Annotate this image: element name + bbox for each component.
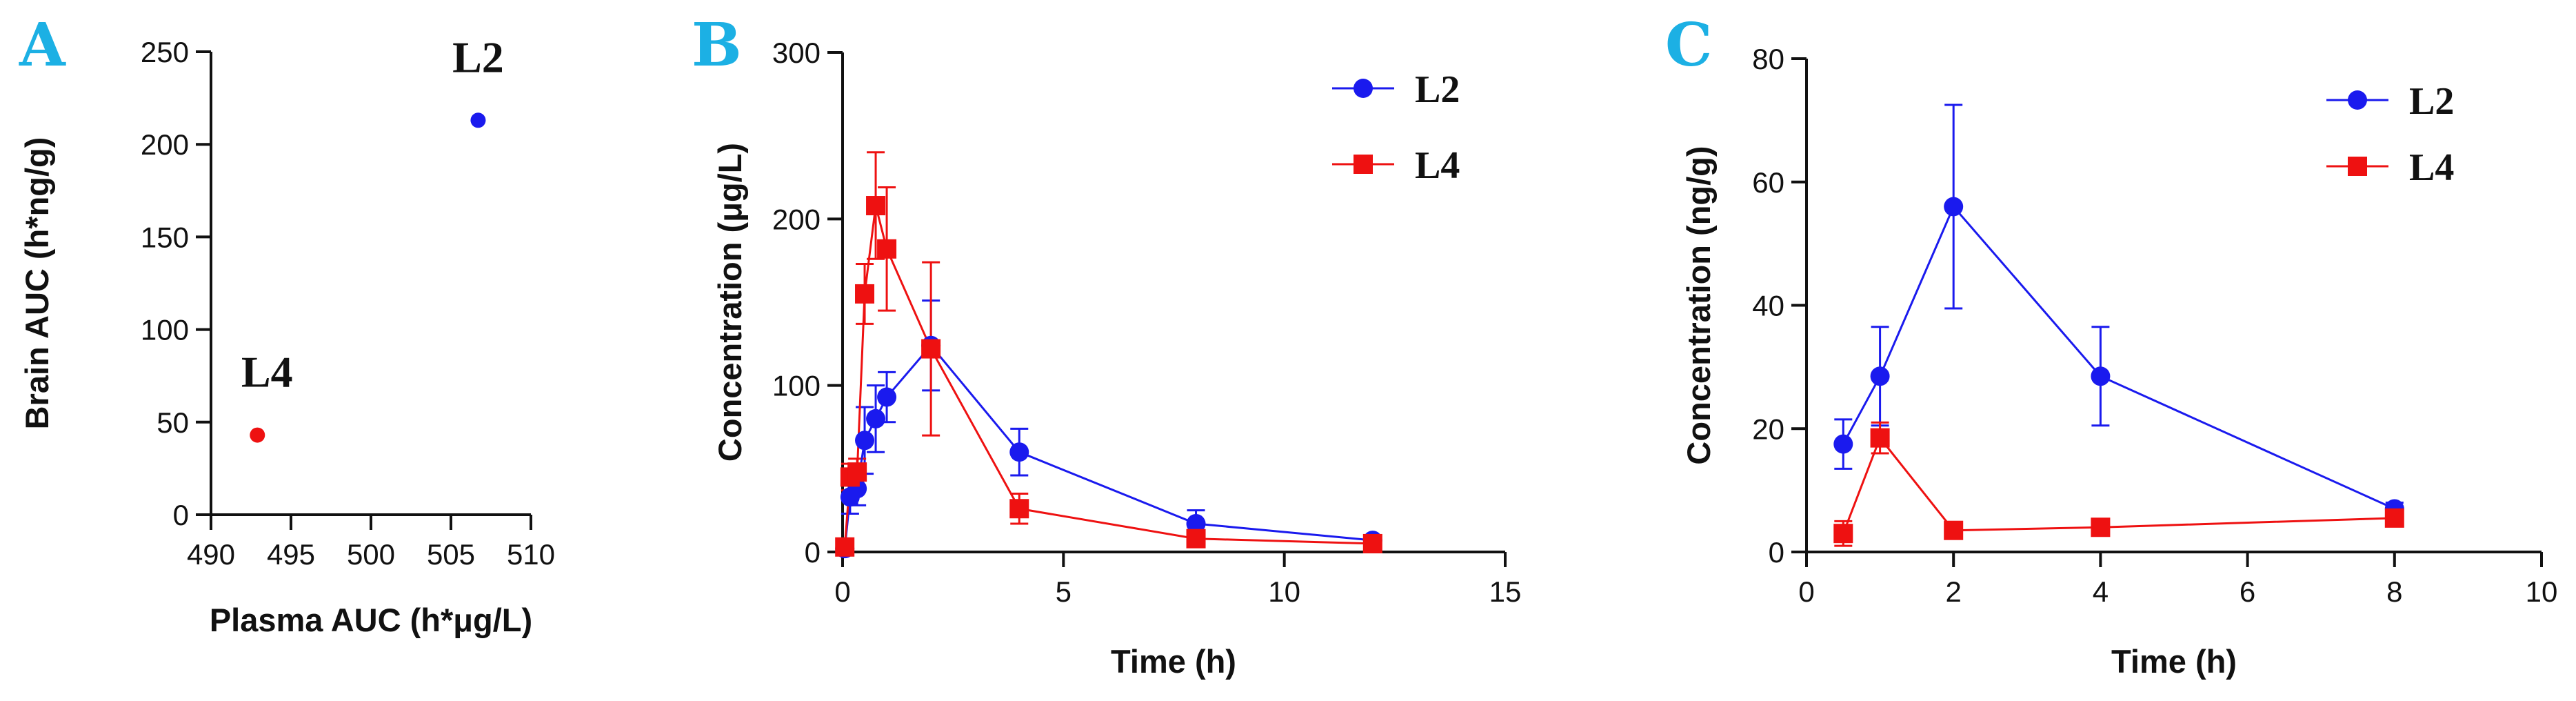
panel-b-marker-l2 bbox=[1186, 513, 1206, 533]
panel-a-y-tick-label: 0 bbox=[173, 499, 189, 531]
panel-b-marker-l4 bbox=[835, 537, 855, 557]
panel-b-series-line-l4 bbox=[843, 205, 1373, 547]
panel-b-x-axis-label: Time (h) bbox=[1111, 643, 1236, 680]
panel-c-marker-l4 bbox=[2384, 508, 2404, 528]
panel-a-x-tick-label: 490 bbox=[187, 538, 235, 571]
panel-a-y-tick-label: 250 bbox=[141, 36, 189, 68]
panel-c-y-tick-label: 20 bbox=[1752, 413, 1784, 445]
panel-b-marker-l4 bbox=[877, 239, 897, 259]
panel-b-marker-l4 bbox=[1186, 529, 1206, 549]
panel-a-x-tick-label: 495 bbox=[267, 538, 315, 571]
panel-b-y-tick-label: 200 bbox=[772, 203, 821, 235]
panel-b-legend-marker-l2 bbox=[1354, 79, 1373, 98]
panel-b-legend-label-l4: L4 bbox=[1415, 144, 1460, 187]
panel-a-y-tick-label: 50 bbox=[157, 406, 189, 439]
panel-b-letter: B bbox=[692, 10, 742, 80]
panel-c-series-line-l4 bbox=[1842, 435, 2395, 534]
panel-c-x-axis-label: Time (h) bbox=[2111, 643, 2237, 680]
panel-a-x-tick-label: 510 bbox=[507, 538, 555, 571]
panel-a-point-label-l2: L2 bbox=[452, 32, 504, 81]
panel-c-legend-marker-l4 bbox=[2348, 157, 2367, 176]
panel-c-x-tick-label: 8 bbox=[2386, 575, 2402, 608]
panel-a-letter: A bbox=[19, 10, 66, 80]
panel-b-marker-l4 bbox=[855, 284, 875, 304]
panel-b-y-tick-label: 0 bbox=[805, 536, 821, 569]
panel-c-legend-label-l4: L4 bbox=[2409, 146, 2454, 189]
panel-b-x-tick-label: 5 bbox=[1056, 575, 1071, 608]
panel-b-legend-marker-l4 bbox=[1354, 155, 1373, 174]
panel-b-marker-l4 bbox=[1009, 499, 1029, 519]
panel-c-marker-l2 bbox=[1870, 366, 1890, 386]
panel-b-x-tick-label: 15 bbox=[1489, 575, 1522, 608]
panel-b-marker-l2 bbox=[866, 408, 886, 428]
panel-c-x-tick-label: 2 bbox=[1946, 575, 1962, 608]
panel-b-marker-l2 bbox=[855, 431, 875, 451]
panel-b-marker-l4 bbox=[1362, 533, 1382, 553]
panel-b-y-tick-label: 300 bbox=[772, 37, 821, 69]
panel-a-y-tick-label: 200 bbox=[141, 128, 189, 161]
panel-a-point-l2 bbox=[470, 112, 486, 128]
panel-c-marker-l4 bbox=[2091, 517, 2111, 537]
panel-a-x-tick-label: 500 bbox=[347, 538, 395, 571]
panel-b-marker-l2 bbox=[877, 387, 897, 407]
panel-a-y-axis-label: Brain AUC (h*ng/g) bbox=[19, 137, 55, 430]
panel-c-x-tick-label: 0 bbox=[1798, 575, 1814, 608]
panel-c-legend-marker-l2 bbox=[2348, 90, 2367, 110]
panel-b: B 0 100 200 300 0 5 10 15 Time (h) Concentration (… bbox=[692, 10, 1521, 680]
panel-c-marker-l4 bbox=[1870, 428, 1890, 448]
panel-a-point-l4 bbox=[250, 427, 265, 443]
panel-c-marker-l2 bbox=[2091, 366, 2111, 386]
panel-b-y-axis-label: Concentration (μg/L) bbox=[712, 143, 748, 462]
panel-a-point-label-l4: L4 bbox=[241, 348, 293, 397]
panel-c-legend-label-l2: L2 bbox=[2409, 80, 2454, 123]
panel-b-series-line-l2 bbox=[843, 344, 1373, 549]
panel-a-y-tick-label: 150 bbox=[141, 221, 189, 253]
panel-a: A 0 50 100 150 200 250 490 495 500 505 510 Plasma AU… bbox=[19, 10, 555, 638]
panel-c-marker-l2 bbox=[1833, 434, 1853, 454]
panel-c-x-tick-label: 6 bbox=[2240, 575, 2255, 608]
panel-b-marker-l4 bbox=[847, 462, 867, 482]
panel-c-y-tick-label: 40 bbox=[1752, 290, 1784, 322]
panel-c-letter: C bbox=[1665, 10, 1712, 80]
panel-b-legend-label-l2: L2 bbox=[1415, 68, 1460, 111]
panel-a-y-tick-label: 100 bbox=[141, 314, 189, 346]
panel-c-y-tick-label: 60 bbox=[1752, 166, 1784, 199]
panel-b-marker-l2 bbox=[1009, 442, 1029, 462]
panel-c: C 0 20 40 60 80 0 2 4 6 8 10 Time (h) Concentration (… bbox=[1665, 10, 2557, 680]
panel-c-y-tick-label: 80 bbox=[1752, 43, 1784, 75]
panel-b-x-tick-label: 10 bbox=[1268, 575, 1300, 608]
panel-c-x-tick-label: 4 bbox=[2093, 575, 2109, 608]
panel-c-y-axis-label: Concentration (ng/g) bbox=[1680, 146, 1717, 464]
panel-c-marker-l4 bbox=[1944, 520, 1964, 540]
panel-a-x-axis-label: Plasma AUC (h*μg/L) bbox=[210, 602, 532, 638]
panel-a-x-tick-label: 505 bbox=[427, 538, 475, 571]
panel-c-marker-l2 bbox=[1944, 197, 1964, 217]
panel-b-marker-l4 bbox=[921, 339, 941, 359]
panel-b-x-tick-label: 0 bbox=[834, 575, 850, 608]
panel-c-marker-l4 bbox=[1833, 524, 1853, 544]
panel-b-y-tick-label: 100 bbox=[772, 370, 821, 402]
panel-c-y-tick-label: 0 bbox=[1769, 536, 1784, 569]
panel-c-series-line-l2 bbox=[1842, 204, 2395, 510]
panel-b-marker-l4 bbox=[866, 196, 886, 216]
panel-c-x-tick-label: 10 bbox=[2526, 575, 2558, 608]
